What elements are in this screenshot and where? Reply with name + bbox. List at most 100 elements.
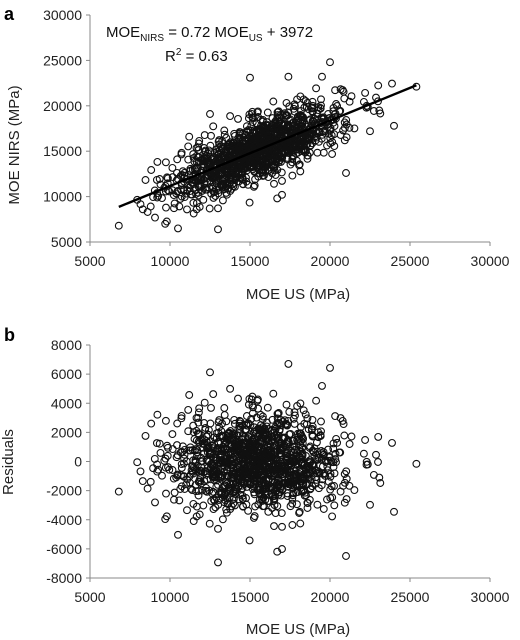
residual-point — [257, 479, 266, 488]
x-tick-label: 5000 — [74, 253, 105, 269]
data-point — [284, 121, 293, 130]
data-point — [244, 126, 253, 135]
residual-point — [230, 501, 239, 510]
panel-b-label: b — [4, 325, 15, 345]
residual-point — [323, 462, 332, 471]
data-point — [260, 135, 269, 143]
residual-point — [361, 436, 370, 444]
residual-point — [227, 441, 236, 450]
residual-point — [326, 363, 334, 372]
residual-point — [260, 488, 269, 497]
data-point — [276, 125, 285, 134]
data-point — [248, 113, 257, 122]
data-point — [251, 135, 260, 144]
residual-point — [303, 504, 312, 512]
panel-a-x-label: MOE US (MPa) — [246, 286, 350, 303]
residual-point — [320, 469, 329, 478]
data-point — [308, 97, 317, 106]
data-point — [342, 169, 350, 177]
residual-point — [329, 439, 338, 448]
data-point — [270, 179, 278, 188]
residual-point — [264, 483, 273, 492]
data-point — [315, 128, 324, 137]
data-point — [264, 146, 273, 155]
residual-point — [214, 500, 223, 509]
residual-point — [210, 467, 219, 475]
residual-point — [284, 359, 293, 368]
data-point — [199, 195, 208, 204]
data-point — [340, 123, 349, 132]
residual-point — [313, 500, 322, 509]
residual-point — [244, 506, 253, 515]
panel-b-y-ticks: -8000 -6000 -4000 -2000 0 2000 4000 6000 8000 — [46, 337, 90, 586]
regression-line — [118, 84, 417, 208]
x-tick-label: 10000 — [151, 589, 190, 605]
y-tick-label: 15000 — [43, 143, 82, 159]
residual-point — [260, 432, 269, 441]
residual-point — [332, 458, 340, 467]
data-point — [210, 175, 219, 184]
data-point — [143, 208, 152, 216]
residual-point — [202, 432, 211, 441]
data-point — [214, 186, 223, 194]
data-point — [295, 122, 304, 131]
data-point — [212, 185, 221, 194]
data-point — [162, 217, 171, 226]
residual-point — [218, 515, 227, 524]
data-point — [256, 133, 265, 141]
data-point — [228, 162, 237, 171]
residual-point — [366, 500, 374, 509]
data-point — [248, 118, 257, 127]
residual-point — [301, 488, 310, 497]
residual-point — [192, 487, 200, 496]
data-point — [331, 86, 340, 95]
residual-point — [314, 433, 323, 442]
residual-point — [238, 491, 247, 500]
residual-point — [233, 431, 242, 440]
residual-point — [178, 447, 187, 456]
data-point — [292, 124, 301, 133]
data-point — [278, 190, 286, 199]
residual-point — [296, 399, 305, 408]
residual-point — [185, 446, 194, 455]
data-point — [155, 175, 164, 183]
data-point — [274, 108, 282, 117]
residual-point — [294, 437, 303, 446]
data-point — [270, 162, 278, 171]
residual-point — [238, 421, 247, 430]
residual-point — [221, 490, 230, 499]
residual-point — [304, 425, 313, 434]
r2-sup: 2 — [176, 47, 182, 58]
residual-point — [176, 485, 185, 493]
residual-point — [271, 433, 280, 442]
residual-point — [231, 441, 240, 450]
data-point — [214, 204, 222, 213]
residual-point — [214, 496, 223, 504]
residual-point — [220, 411, 229, 419]
residual-point — [289, 489, 298, 498]
residual-point — [168, 445, 177, 454]
residual-point — [177, 414, 186, 423]
data-point — [163, 173, 172, 182]
data-point — [195, 153, 203, 162]
panel-a: a 5000 10000 15000 20000 25000 30000 5000 1000… — [4, 4, 510, 303]
data-point — [185, 132, 194, 141]
y-tick-label: -6000 — [46, 541, 82, 557]
residual-point — [332, 434, 341, 443]
data-point — [210, 148, 219, 157]
residual-point — [311, 455, 320, 464]
residual-point — [234, 394, 242, 403]
residual-point — [297, 444, 306, 453]
x-tick-label: 15000 — [231, 589, 270, 605]
data-point — [207, 131, 215, 140]
data-point — [214, 225, 222, 234]
r2-suffix: = 0.63 — [181, 48, 227, 65]
residual-point — [207, 403, 215, 412]
residual-point — [226, 487, 234, 496]
data-point — [195, 181, 204, 190]
residual-point — [318, 462, 327, 471]
residual-point — [147, 419, 156, 428]
residual-point — [201, 423, 210, 432]
data-point — [209, 187, 218, 196]
residual-point — [155, 439, 164, 448]
